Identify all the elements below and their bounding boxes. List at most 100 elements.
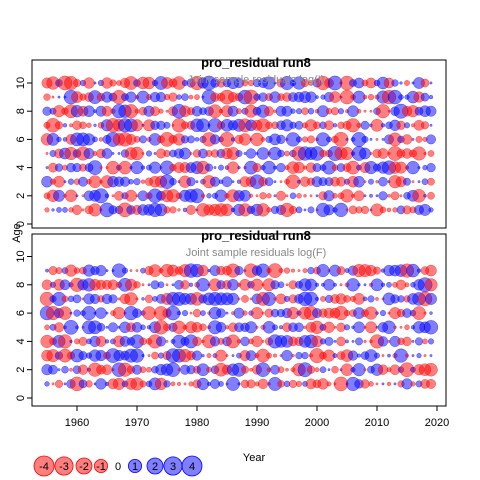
bubble	[71, 204, 83, 215]
bubble	[375, 296, 379, 301]
bubble	[189, 152, 193, 155]
bubble	[367, 295, 375, 303]
bubble	[406, 160, 420, 175]
y-tick-label: 6	[15, 310, 27, 316]
bubble	[365, 321, 377, 334]
bubble	[95, 335, 107, 347]
bubble	[241, 365, 249, 374]
bubble	[368, 381, 374, 387]
bubble	[333, 339, 337, 343]
bubble	[53, 175, 65, 188]
bubble	[294, 120, 304, 130]
legend-label: 2	[152, 461, 158, 473]
bubble	[213, 166, 217, 170]
bubble	[75, 325, 79, 330]
bubble	[381, 354, 385, 358]
bubble	[86, 122, 92, 128]
bubble	[104, 339, 110, 344]
bubble	[163, 206, 171, 214]
bubble	[194, 94, 200, 100]
bubble	[276, 162, 286, 173]
bubble	[139, 337, 147, 346]
bubble	[237, 297, 241, 301]
bubble	[315, 194, 319, 198]
bubble	[54, 121, 64, 130]
bubble	[302, 268, 308, 274]
bubble	[307, 135, 315, 144]
bubble	[326, 136, 332, 143]
bubble	[246, 379, 256, 389]
bubble	[332, 193, 338, 199]
bubble	[248, 193, 254, 198]
bubble	[353, 321, 365, 334]
bubble	[288, 379, 298, 388]
bubble	[67, 178, 75, 185]
bubble	[61, 365, 69, 374]
bubble	[324, 336, 334, 346]
bubble	[363, 194, 367, 198]
legend-bubble	[94, 458, 109, 473]
bubble	[43, 93, 51, 101]
bubble	[165, 109, 169, 113]
bubble	[266, 207, 272, 213]
bubble	[336, 336, 346, 347]
bubble	[375, 137, 379, 141]
bubble	[54, 163, 64, 172]
bubble	[146, 366, 152, 373]
bubble	[251, 335, 263, 348]
bubble	[44, 324, 50, 331]
bubble	[132, 308, 142, 318]
bubble	[108, 294, 118, 304]
bubble	[69, 311, 73, 315]
bubble	[218, 381, 224, 387]
y-axis-label: Age	[11, 223, 23, 243]
bubble	[283, 267, 291, 274]
bubble	[375, 180, 379, 184]
bubble	[303, 194, 307, 198]
bubble	[324, 120, 334, 131]
bubble	[330, 107, 340, 116]
bubble	[343, 324, 351, 331]
bubble	[165, 283, 169, 287]
bubble	[105, 311, 109, 315]
bubble	[101, 364, 113, 375]
bubble	[101, 148, 113, 159]
bubble	[316, 264, 330, 278]
bubble	[216, 308, 226, 318]
bubble	[393, 325, 397, 330]
bubble	[69, 123, 73, 128]
x-axis: 1960 1970 1980 1990 2000 2010 2020	[65, 405, 449, 429]
bubble	[264, 177, 274, 187]
bubble	[295, 136, 303, 143]
bubble	[177, 208, 181, 212]
bubble	[336, 266, 346, 275]
bubble	[230, 137, 236, 142]
bubble	[276, 134, 286, 145]
bubble	[375, 325, 379, 329]
y-tick-label: 4	[15, 338, 27, 344]
bubble	[402, 336, 412, 347]
bubble	[55, 267, 63, 275]
bubble	[45, 152, 49, 155]
bubble	[125, 91, 137, 103]
bubble	[139, 366, 147, 374]
bubble	[404, 282, 410, 288]
panel-bottom-frame	[31, 233, 447, 407]
bubble	[57, 95, 61, 99]
bubble	[244, 321, 258, 334]
bubble	[264, 106, 274, 117]
bubble	[72, 294, 82, 304]
bubble	[92, 136, 98, 143]
bubble	[140, 179, 146, 184]
bubble	[163, 380, 171, 388]
bubble	[351, 339, 355, 343]
bubble	[51, 208, 55, 212]
bubble	[363, 180, 367, 184]
bubble	[306, 365, 316, 374]
bubble	[353, 175, 365, 188]
bubble	[425, 292, 437, 305]
bubble	[63, 382, 67, 386]
bubble	[186, 177, 196, 187]
bubble	[81, 208, 85, 212]
bubble	[379, 206, 387, 214]
